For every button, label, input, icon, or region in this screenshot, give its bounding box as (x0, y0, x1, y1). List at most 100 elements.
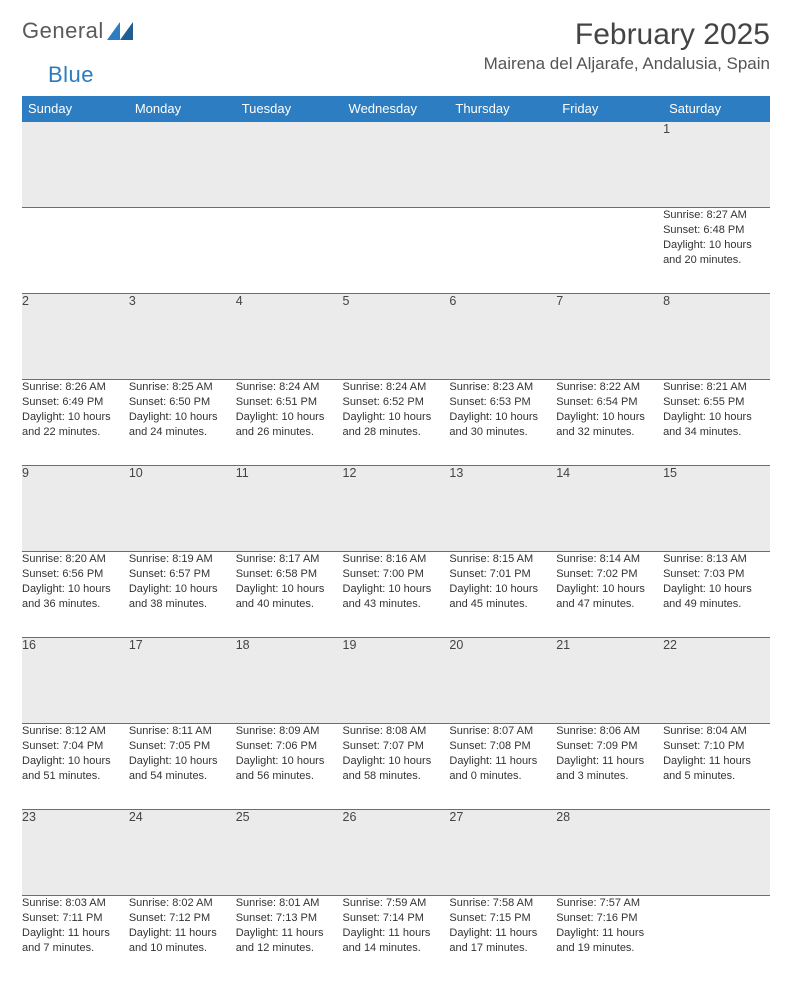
sunset-text: Sunset: 6:49 PM (22, 395, 129, 410)
daylight-text: Daylight: 10 hours and 47 minutes. (556, 582, 663, 612)
sunset-text: Sunset: 7:04 PM (22, 739, 129, 754)
day-number-cell (22, 122, 129, 208)
sunset-text: Sunset: 7:15 PM (449, 911, 556, 926)
calendar-table: SundayMondayTuesdayWednesdayThursdayFrid… (22, 96, 770, 982)
weekday-header: Saturday (663, 96, 770, 122)
day-number-cell: 1 (663, 122, 770, 208)
day-number-cell: 2 (22, 294, 129, 380)
day-number-cell: 25 (236, 810, 343, 896)
day-data-cell: Sunrise: 8:02 AMSunset: 7:12 PMDaylight:… (129, 896, 236, 982)
day-data-cell: Sunrise: 8:19 AMSunset: 6:57 PMDaylight:… (129, 552, 236, 638)
daylight-text: Daylight: 10 hours and 49 minutes. (663, 582, 770, 612)
daylight-text: Daylight: 10 hours and 34 minutes. (663, 410, 770, 440)
week-daynum-row: 232425262728 (22, 810, 770, 896)
day-data-cell: Sunrise: 8:21 AMSunset: 6:55 PMDaylight:… (663, 380, 770, 466)
day-data-cell: Sunrise: 8:07 AMSunset: 7:08 PMDaylight:… (449, 724, 556, 810)
sunset-text: Sunset: 6:54 PM (556, 395, 663, 410)
sunrise-text: Sunrise: 7:57 AM (556, 896, 663, 911)
sunset-text: Sunset: 7:08 PM (449, 739, 556, 754)
day-data-cell: Sunrise: 8:16 AMSunset: 7:00 PMDaylight:… (343, 552, 450, 638)
day-number-cell: 17 (129, 638, 236, 724)
sunrise-text: Sunrise: 8:23 AM (449, 380, 556, 395)
day-number-cell: 27 (449, 810, 556, 896)
daylight-text: Daylight: 10 hours and 30 minutes. (449, 410, 556, 440)
daylight-text: Daylight: 10 hours and 51 minutes. (22, 754, 129, 784)
day-number-cell: 19 (343, 638, 450, 724)
sunrise-text: Sunrise: 8:27 AM (663, 208, 770, 223)
logo-text-2: Blue (48, 62, 94, 88)
daylight-text: Daylight: 10 hours and 26 minutes. (236, 410, 343, 440)
sunrise-text: Sunrise: 8:21 AM (663, 380, 770, 395)
week-data-row: Sunrise: 8:12 AMSunset: 7:04 PMDaylight:… (22, 724, 770, 810)
calendar-header-row: SundayMondayTuesdayWednesdayThursdayFrid… (22, 96, 770, 122)
day-data-cell: Sunrise: 7:57 AMSunset: 7:16 PMDaylight:… (556, 896, 663, 982)
sunset-text: Sunset: 6:57 PM (129, 567, 236, 582)
sunset-text: Sunset: 6:51 PM (236, 395, 343, 410)
day-number-cell (129, 122, 236, 208)
weekday-header: Monday (129, 96, 236, 122)
daylight-text: Daylight: 10 hours and 38 minutes. (129, 582, 236, 612)
sunset-text: Sunset: 6:52 PM (343, 395, 450, 410)
sunrise-text: Sunrise: 8:22 AM (556, 380, 663, 395)
sunrise-text: Sunrise: 8:26 AM (22, 380, 129, 395)
day-data-cell: Sunrise: 8:13 AMSunset: 7:03 PMDaylight:… (663, 552, 770, 638)
sunset-text: Sunset: 7:00 PM (343, 567, 450, 582)
week-data-row: Sunrise: 8:26 AMSunset: 6:49 PMDaylight:… (22, 380, 770, 466)
day-data-cell: Sunrise: 7:58 AMSunset: 7:15 PMDaylight:… (449, 896, 556, 982)
sunrise-text: Sunrise: 8:19 AM (129, 552, 236, 567)
week-data-row: Sunrise: 8:20 AMSunset: 6:56 PMDaylight:… (22, 552, 770, 638)
day-number-cell: 20 (449, 638, 556, 724)
daylight-text: Daylight: 10 hours and 45 minutes. (449, 582, 556, 612)
weekday-header: Sunday (22, 96, 129, 122)
day-number-cell: 7 (556, 294, 663, 380)
day-number-cell: 4 (236, 294, 343, 380)
weekday-header: Tuesday (236, 96, 343, 122)
sunset-text: Sunset: 6:56 PM (22, 567, 129, 582)
day-number-cell (236, 122, 343, 208)
month-title: February 2025 (484, 18, 770, 52)
day-number-cell: 14 (556, 466, 663, 552)
sunrise-text: Sunrise: 8:09 AM (236, 724, 343, 739)
daylight-text: Daylight: 10 hours and 22 minutes. (22, 410, 129, 440)
day-number-cell: 8 (663, 294, 770, 380)
day-data-cell: Sunrise: 8:11 AMSunset: 7:05 PMDaylight:… (129, 724, 236, 810)
day-data-cell: Sunrise: 8:03 AMSunset: 7:11 PMDaylight:… (22, 896, 129, 982)
sunset-text: Sunset: 7:01 PM (449, 567, 556, 582)
daylight-text: Daylight: 11 hours and 10 minutes. (129, 926, 236, 956)
sunrise-text: Sunrise: 8:13 AM (663, 552, 770, 567)
day-number-cell: 5 (343, 294, 450, 380)
sunset-text: Sunset: 7:13 PM (236, 911, 343, 926)
daylight-text: Daylight: 11 hours and 14 minutes. (343, 926, 450, 956)
daylight-text: Daylight: 10 hours and 28 minutes. (343, 410, 450, 440)
sunrise-text: Sunrise: 8:16 AM (343, 552, 450, 567)
sunrise-text: Sunrise: 8:03 AM (22, 896, 129, 911)
week-daynum-row: 16171819202122 (22, 638, 770, 724)
day-number-cell: 11 (236, 466, 343, 552)
day-data-cell: Sunrise: 8:08 AMSunset: 7:07 PMDaylight:… (343, 724, 450, 810)
daylight-text: Daylight: 10 hours and 24 minutes. (129, 410, 236, 440)
daylight-text: Daylight: 10 hours and 54 minutes. (129, 754, 236, 784)
day-number-cell: 3 (129, 294, 236, 380)
sunrise-text: Sunrise: 8:24 AM (236, 380, 343, 395)
day-number-cell: 15 (663, 466, 770, 552)
day-number-cell: 18 (236, 638, 343, 724)
daylight-text: Daylight: 11 hours and 3 minutes. (556, 754, 663, 784)
daylight-text: Daylight: 10 hours and 20 minutes. (663, 238, 770, 268)
week-daynum-row: 2345678 (22, 294, 770, 380)
sunrise-text: Sunrise: 8:20 AM (22, 552, 129, 567)
sunset-text: Sunset: 7:02 PM (556, 567, 663, 582)
logo-triangle-icon (107, 22, 133, 40)
sunrise-text: Sunrise: 8:06 AM (556, 724, 663, 739)
logo: General (22, 18, 133, 44)
day-data-cell: Sunrise: 8:14 AMSunset: 7:02 PMDaylight:… (556, 552, 663, 638)
sunset-text: Sunset: 6:48 PM (663, 223, 770, 238)
day-data-cell: Sunrise: 7:59 AMSunset: 7:14 PMDaylight:… (343, 896, 450, 982)
logo-text-1: General (22, 18, 104, 44)
sunset-text: Sunset: 7:03 PM (663, 567, 770, 582)
daylight-text: Daylight: 11 hours and 19 minutes. (556, 926, 663, 956)
day-number-cell: 26 (343, 810, 450, 896)
sunrise-text: Sunrise: 8:08 AM (343, 724, 450, 739)
title-block: February 2025 Mairena del Aljarafe, Anda… (484, 18, 770, 74)
day-number-cell: 6 (449, 294, 556, 380)
daylight-text: Daylight: 10 hours and 56 minutes. (236, 754, 343, 784)
